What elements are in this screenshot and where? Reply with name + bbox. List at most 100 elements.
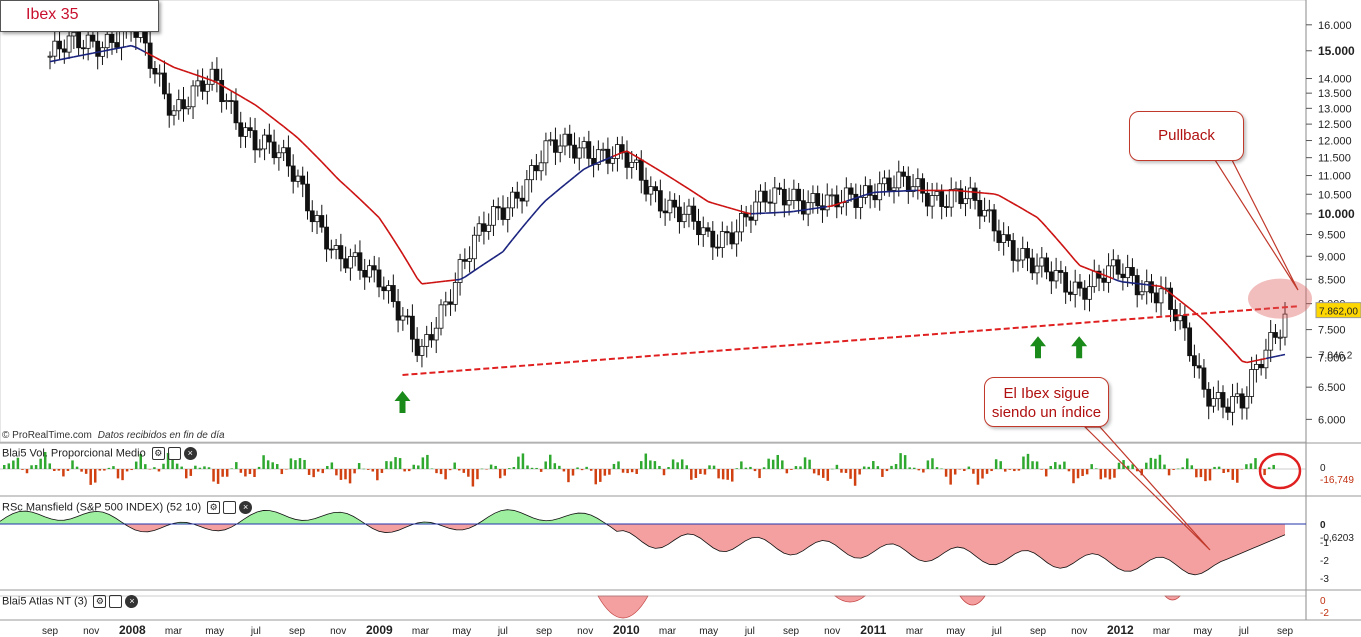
volume-bar [1026, 453, 1030, 469]
volume-bar [626, 469, 629, 474]
close-icon[interactable]: × [183, 447, 197, 460]
moving-average-segment [54, 58, 60, 62]
volume-bar [840, 469, 843, 473]
close-icon[interactable]: × [239, 501, 253, 514]
moving-average-segment [502, 245, 509, 253]
candle-body [791, 188, 797, 201]
volume-bar [1154, 458, 1157, 469]
candle-body [948, 189, 954, 208]
moving-average-segment [459, 276, 466, 281]
candle-body [1249, 369, 1255, 397]
volume-bar [526, 465, 529, 469]
volume-bar [726, 469, 729, 480]
atlas-tick-label: 0 [1320, 596, 1326, 607]
candle-body [643, 179, 649, 195]
moving-average-segment [631, 153, 637, 158]
volume-bar [1117, 462, 1121, 469]
note-line-2: siendo un índice [991, 404, 1102, 421]
volume-panel-label: Blai5 Vol. Proporcional Medio ⚙ × [2, 447, 197, 460]
moving-average-segment [588, 163, 594, 168]
volume-bar [653, 461, 657, 469]
volume-bar [1158, 454, 1162, 469]
atlas-panel: 0-2 [0, 595, 1329, 619]
volume-bar [617, 461, 620, 469]
volume-bar [589, 469, 593, 471]
candle-body [543, 140, 549, 164]
volume-indicator-name: Blai5 Vol. Proporcional Medio [2, 447, 146, 460]
volume-bar [690, 469, 693, 480]
moving-average-segment [855, 195, 861, 199]
candle-body [743, 213, 749, 218]
moving-average-segment [445, 279, 451, 282]
moving-average-segment [812, 207, 818, 210]
moving-average-segment [1156, 285, 1162, 288]
candle-body [1134, 275, 1140, 296]
price-tick-label: 14.000 [1318, 74, 1352, 86]
candle-body [891, 187, 897, 191]
candle-body [1091, 270, 1097, 288]
candle-body [862, 185, 868, 198]
candle-body [1182, 315, 1188, 329]
candle-body [1201, 367, 1207, 390]
candle-body [1010, 240, 1016, 261]
volume-bar [171, 459, 174, 469]
window-icon[interactable] [223, 501, 237, 514]
moving-average-segment [178, 68, 184, 72]
volume-bar [462, 469, 466, 473]
volume-bar [762, 467, 766, 469]
moving-average-segment [789, 210, 794, 213]
rsc-tick-label: -2 [1320, 556, 1329, 567]
moving-average-segment [655, 167, 661, 172]
volume-bar [658, 465, 661, 469]
volume-bar [139, 453, 142, 469]
volume-bar [953, 469, 957, 475]
moving-average-segment [1280, 353, 1286, 357]
moving-average-segment [1079, 264, 1086, 269]
candle-body [348, 256, 353, 269]
moving-average-segment [1270, 355, 1276, 359]
candle-body [309, 210, 315, 223]
volume-bar [1035, 461, 1039, 469]
candle-body [1034, 265, 1040, 274]
close-icon[interactable]: × [125, 595, 139, 608]
moving-average-segment [207, 78, 213, 82]
volume-bar [1263, 469, 1266, 476]
wrench-icon[interactable]: ⚙ [207, 501, 221, 514]
atlas-tick-label: -2 [1320, 608, 1329, 619]
moving-average-segment [1151, 284, 1157, 287]
wrench-icon[interactable]: ⚙ [93, 595, 107, 608]
price-tick-label: 6.500 [1318, 382, 1346, 394]
window-icon[interactable] [109, 595, 123, 608]
candle-body [114, 42, 120, 48]
moving-average-segment [1203, 319, 1210, 326]
volume-bar [439, 469, 443, 475]
last-price-label: 7.862,00 [1319, 307, 1358, 318]
volume-bar [1145, 462, 1148, 469]
moving-average-segment [607, 155, 613, 160]
chart-title: Ibex 35 [26, 6, 79, 23]
window-icon[interactable] [167, 447, 181, 460]
wrench-icon[interactable]: ⚙ [151, 447, 165, 460]
candle-body [1144, 281, 1150, 293]
volume-bar [71, 460, 74, 469]
candle-body [657, 190, 663, 212]
moving-average-segment [1045, 226, 1052, 234]
candle-body [767, 201, 773, 204]
moving-average-segment [1217, 334, 1224, 341]
volume-bar [753, 469, 757, 472]
moving-average-segment [135, 46, 141, 51]
candle-body [314, 215, 320, 223]
moving-average-segment [645, 161, 652, 166]
volume-bar [1204, 469, 1207, 482]
price-tick-label: 13.500 [1318, 88, 1352, 100]
volume-bar [708, 465, 711, 469]
volume-bar [485, 469, 488, 470]
volume-bar [489, 464, 493, 469]
candle-body [510, 191, 515, 209]
candle-body [1115, 259, 1121, 275]
candle-body [1253, 363, 1259, 370]
volume-bar [1104, 469, 1107, 478]
moving-average-segment [473, 266, 480, 272]
candle-body [142, 30, 148, 44]
volume-bar [1058, 464, 1062, 469]
